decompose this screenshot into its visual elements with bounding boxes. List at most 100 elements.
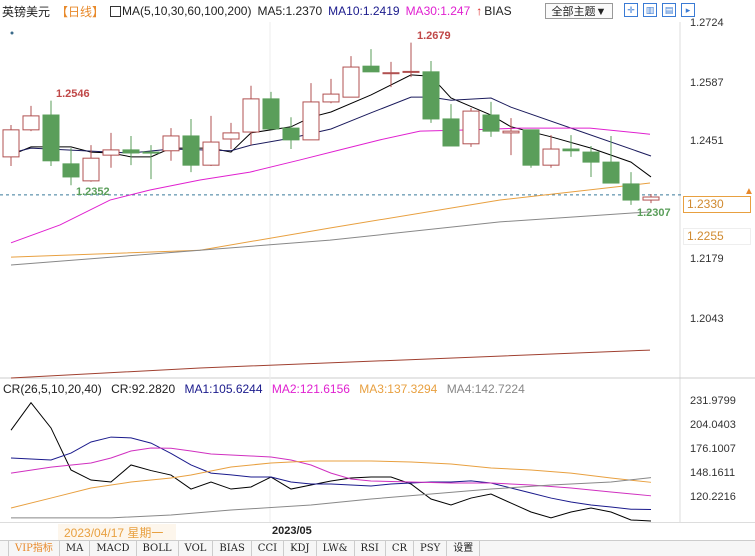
cr-line-2 (10, 447, 652, 497)
ma-line-ma10 (10, 96, 652, 157)
tab-macd[interactable]: MACD (90, 541, 137, 556)
candle-body (422, 71, 440, 120)
candle-body (462, 110, 480, 145)
cr-tick: 204.0403 (690, 419, 736, 431)
tab-rsi[interactable]: RSI (355, 541, 386, 556)
high-annotation: 1.2546 (56, 88, 90, 100)
candle-body (582, 151, 600, 163)
candle-body (242, 98, 260, 133)
tab-kdj[interactable]: KDJ (284, 541, 317, 556)
tab-cci[interactable]: CCI (252, 541, 285, 556)
candle-body (102, 149, 120, 156)
candle-body (362, 65, 380, 73)
candle-body (322, 93, 340, 103)
candle-body (82, 157, 100, 182)
tab-boll[interactable]: BOLL (137, 541, 179, 556)
candle-body (142, 151, 160, 154)
candle-body (42, 114, 60, 162)
tab-lw[interactable]: LW& (317, 541, 355, 556)
tab-cr[interactable]: CR (386, 541, 415, 556)
marker-dot (10, 31, 14, 35)
chart-header: 英镑美元 【日线】 MA(5,10,30,60,100,200) MA5:1.2… (0, 0, 755, 22)
candle-body (22, 115, 40, 131)
ma-line-ma100 (10, 211, 651, 266)
chart-icon[interactable] (110, 5, 122, 17)
ma-line-ma200 (10, 349, 651, 379)
candle-body (602, 161, 620, 184)
indicator-icon[interactable]: ▤ (662, 3, 676, 17)
export-icon[interactable]: ▸ (681, 3, 695, 17)
date-bar: 2023/04/17 星期一 2023/05 (0, 522, 755, 540)
candle-body (522, 129, 540, 166)
candle-body (382, 72, 400, 75)
cr-tick: 148.1611 (690, 467, 736, 479)
cursor-date: 2023/04/17 星期一 (58, 524, 176, 540)
month-label: 2023/05 (272, 525, 312, 537)
low-annotation: 1.2307 (637, 207, 671, 219)
tab-vip[interactable]: VIP指标 (8, 541, 60, 556)
ma-params: MA(5,10,30,60,100,200) (122, 4, 252, 18)
candle-body (302, 101, 320, 141)
cr-params: CR(26,5,10,20,40) (3, 382, 102, 396)
candle-body (402, 70, 420, 73)
overlay-icon[interactable]: ▥ (643, 3, 657, 17)
cr-header: CR(26,5,10,20,40) CR:92.2820 MA1:105.624… (3, 382, 531, 396)
ma-line-ma60 (10, 182, 651, 258)
crosshair-icon[interactable]: ✛ (624, 3, 638, 17)
theme-select[interactable]: 全部主题▼ (545, 3, 613, 19)
indicator-tabs: VIP指标 MA MACD BOLL VOL BIAS CCI KDJ LW& … (0, 540, 755, 556)
cr-ma1: MA1:105.6244 (184, 382, 263, 396)
candle-body (342, 66, 360, 98)
ma10-value: MA10:1.2419 (328, 4, 400, 18)
candle-body (122, 149, 140, 154)
candle-body (442, 118, 460, 147)
cr-line-4 (11, 477, 652, 519)
ma30-value: MA30:1.247 (405, 4, 471, 18)
cr-line-0 (10, 401, 652, 522)
candle-body (562, 148, 580, 152)
candle-body (542, 148, 560, 166)
marker-price-label: 1.2255 (683, 228, 751, 245)
candle-body (622, 183, 640, 201)
price-tick: 1.2587 (690, 77, 724, 89)
price-tick: 1.2451 (690, 135, 724, 147)
tab-settings[interactable]: 设置 (447, 541, 481, 556)
candle-body (182, 135, 200, 166)
price-tick: 1.2043 (690, 313, 724, 325)
period-label[interactable]: 【日线】 (56, 4, 105, 19)
candle-body (482, 114, 500, 132)
cr-ma4: MA4:142.7224 (446, 382, 525, 396)
high-annotation: 1.2679 (417, 30, 451, 42)
ma-line-ma30 (10, 127, 651, 244)
candle-body (2, 129, 20, 158)
cr-line-3 (10, 460, 652, 509)
candle-body (282, 127, 300, 141)
cr-ma2: MA2:121.6156 (271, 382, 350, 396)
symbol-name: 英镑美元 (2, 4, 51, 19)
low-annotation: 1.2352 (76, 186, 110, 198)
candle-body (202, 141, 220, 166)
cr-tick: 120.2216 (690, 491, 736, 503)
tab-psy[interactable]: PSY (414, 541, 448, 556)
candle-body (502, 130, 520, 134)
candle-body (162, 135, 180, 152)
tab-ma[interactable]: MA (60, 541, 91, 556)
indicator-name[interactable]: BIAS (484, 4, 512, 18)
current-price-label: 1.2330 (683, 196, 751, 213)
cr-tick: 176.1007 (690, 443, 736, 455)
arrow-up-icon[interactable]: ▲ (744, 186, 754, 197)
tab-bias[interactable]: BIAS (213, 541, 252, 556)
price-tick: 1.2724 (690, 17, 724, 29)
cr-tick: 231.9799 (690, 395, 736, 407)
price-tick: 1.2179 (690, 253, 724, 265)
cr-value: CR:92.2820 (111, 382, 176, 396)
candle-body (62, 163, 80, 178)
cr-line-1 (10, 436, 652, 511)
candle-body (262, 98, 280, 130)
tab-vol[interactable]: VOL (179, 541, 214, 556)
candle-body (642, 196, 660, 201)
arrow-up-icon[interactable]: ↑ (476, 4, 483, 18)
ma5-value: MA5:1.2370 (257, 4, 323, 18)
cr-ma3: MA3:137.3294 (359, 382, 438, 396)
